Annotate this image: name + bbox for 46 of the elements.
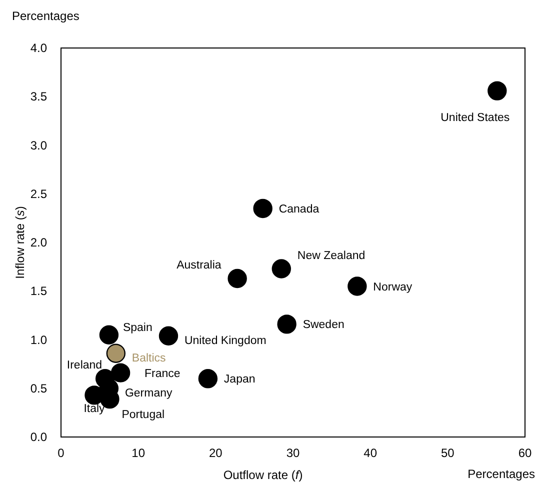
y-tick-label: 4.0 xyxy=(30,41,48,55)
series-label: Japan xyxy=(224,374,256,386)
point xyxy=(272,259,291,278)
series-label: Norway xyxy=(373,281,412,294)
x-tick-label: 20 xyxy=(208,446,223,460)
point xyxy=(106,344,126,363)
series-label: Germany xyxy=(124,387,172,400)
y-tick-label: 1.5 xyxy=(30,284,48,298)
series-label: Australia xyxy=(176,259,222,272)
series-label: Canada xyxy=(278,203,320,216)
y-tick-label: 3.0 xyxy=(30,138,48,152)
point xyxy=(488,81,507,100)
point xyxy=(228,268,247,288)
y-tick-label: 3.5 xyxy=(30,90,48,104)
y-tick-label: 0.5 xyxy=(30,381,48,396)
y-tick-label: 2.0 xyxy=(30,236,48,250)
text: Percentages xyxy=(12,9,80,23)
text: Percentages xyxy=(468,467,535,481)
point xyxy=(110,363,130,382)
series-label: Spain xyxy=(122,322,152,334)
series-label: New Zealand xyxy=(297,250,366,262)
series-label: United Kingdom xyxy=(184,334,266,347)
series-label: France xyxy=(144,368,180,380)
y-tick-label: 1.0 xyxy=(30,332,48,347)
point xyxy=(158,326,178,346)
x-tick-label: 0 xyxy=(58,446,65,460)
series-label: Portugal xyxy=(122,409,165,422)
point xyxy=(198,369,218,388)
series-label: Baltics xyxy=(132,352,166,364)
x-tick-label: 40 xyxy=(364,446,378,460)
y-tick-label: 0.0 xyxy=(30,430,48,444)
x-tick-label: 10 xyxy=(132,446,146,460)
point xyxy=(253,198,272,218)
x-tick-label: 60 xyxy=(518,446,532,460)
series-label: Italy xyxy=(84,403,106,416)
point xyxy=(277,314,296,334)
x-axis-title: Outflow rate (f) xyxy=(223,468,303,482)
series-label: Ireland xyxy=(66,360,102,372)
series-label: United States xyxy=(440,112,510,124)
y-axis-title: Inflow rate (s) xyxy=(13,206,27,279)
x-tick-label: 50 xyxy=(440,446,455,460)
y-tick-label: 2.5 xyxy=(30,186,48,201)
point xyxy=(348,276,367,296)
x-tick-label: 30 xyxy=(286,446,300,460)
series-label: Sweden xyxy=(302,319,344,332)
point xyxy=(99,325,119,344)
